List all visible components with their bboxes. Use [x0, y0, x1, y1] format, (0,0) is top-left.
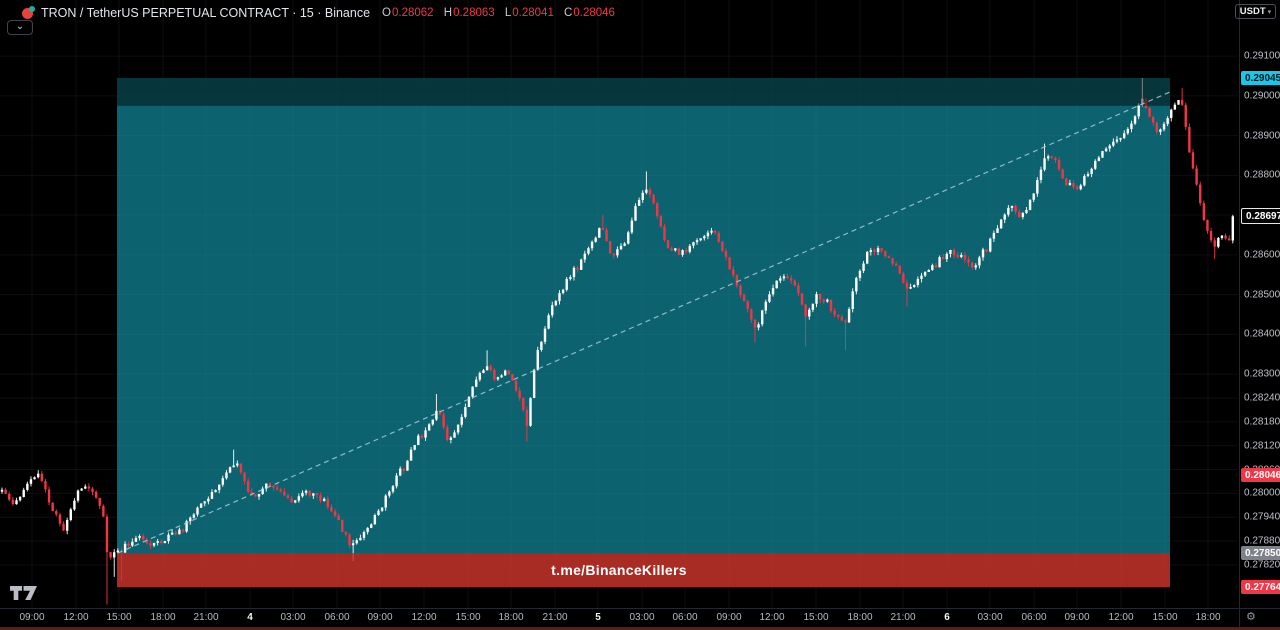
time-tick-label: 09:00 — [367, 612, 393, 623]
time-tick-label: 09:00 — [19, 612, 45, 623]
price-tick-label: 0.29000 — [1244, 90, 1280, 102]
price-tick-label: 0.28500 — [1244, 289, 1280, 301]
axis-separator-vertical — [1239, 0, 1240, 630]
time-tick-label: 06:00 — [1021, 612, 1047, 623]
time-tick-label: 18:00 — [498, 612, 524, 623]
chart-canvas[interactable]: t.me/BinanceKillers — [0, 0, 1238, 608]
time-tick-label: 15:00 — [1152, 612, 1178, 623]
ohlc-open-value: 0.28062 — [391, 7, 434, 19]
time-tick-day-label: 4 — [247, 612, 253, 623]
time-tick-label: 15:00 — [106, 612, 132, 623]
price-tick-label: 0.27820 — [1244, 559, 1280, 571]
ohlc-low-label: L — [504, 7, 512, 19]
time-tick-day-label: 5 — [595, 612, 601, 623]
ohlc-low-value: 0.28041 — [512, 7, 554, 19]
price-tick-label: 0.28180 — [1244, 416, 1280, 428]
time-tick-label: 21:00 — [890, 612, 916, 623]
time-tick-label: 09:00 — [716, 612, 742, 623]
currency-selector-label: USDT — [1239, 6, 1266, 17]
entry-price-label: 0.27850 — [1241, 546, 1280, 560]
time-tick-label: 06:00 — [324, 612, 350, 623]
currency-selector[interactable]: USDT ▾ — [1235, 4, 1276, 19]
price-tick-label: 0.28800 — [1244, 169, 1280, 181]
ohlc-close-label: C — [564, 7, 573, 19]
chevron-down-icon: ⌄ — [15, 21, 25, 32]
stop-price-label: 0.27764 — [1241, 580, 1280, 595]
time-tick-label: 03:00 — [977, 612, 1003, 623]
chart-legend[interactable]: TRON / TetherUS PERPETUAL CONTRACT · 15 … — [22, 4, 622, 22]
timezone-settings-gear-icon[interactable]: ⚙ — [1246, 611, 1256, 623]
price-tick-label: 0.29100 — [1244, 50, 1280, 62]
time-tick-label: 12:00 — [1108, 612, 1134, 623]
time-tick-label: 21:00 — [542, 612, 568, 623]
price-tick-label: 0.28300 — [1244, 368, 1280, 380]
symbol-logo-icon — [22, 6, 36, 20]
symbol-title[interactable]: TRON / TetherUS PERPETUAL CONTRACT · 15 … — [41, 6, 371, 20]
caret-down-icon: ▾ — [1267, 8, 1272, 16]
candlestick-plot[interactable] — [0, 0, 1238, 608]
time-tick-label: 15:00 — [803, 612, 829, 623]
price-tick-label: 0.28600 — [1244, 249, 1280, 261]
time-tick-label: 03:00 — [629, 612, 655, 623]
current-price-label: 0.28046 — [1241, 468, 1280, 483]
time-axis[interactable]: 09:00 12:00 15:00 18:00 21:00 4 03:00 06:00 09:0… — [0, 609, 1280, 627]
time-tick-label: 18:00 — [1195, 612, 1221, 623]
price-tick-label: 0.28240 — [1244, 392, 1280, 404]
time-tick-label: 03:00 — [280, 612, 306, 623]
price-tick-label: 0.28900 — [1244, 130, 1280, 142]
legend-collapse-button[interactable]: ⌄ — [7, 20, 33, 35]
axis-separator-horizontal — [0, 608, 1280, 609]
bottom-red-strip — [0, 627, 1280, 630]
ohlc-close-value: 0.28046 — [573, 7, 615, 19]
time-tick-label: 06:00 — [672, 612, 698, 623]
time-tick-label: 18:00 — [150, 612, 176, 623]
time-tick-label: 18:00 — [847, 612, 873, 623]
ohlc-high-label: H — [443, 7, 453, 19]
price-tick-label: 0.27880 — [1244, 535, 1280, 547]
price-tick-label: 0.28120 — [1244, 440, 1280, 452]
time-tick-label: 21:00 — [193, 612, 219, 623]
time-tick-label: 12:00 — [759, 612, 785, 623]
price-axis[interactable]: 0.291000.290000.289000.288000.287000.286… — [1240, 0, 1280, 608]
price-tick-label: 0.28400 — [1244, 328, 1280, 340]
price-tick-label: 0.27940 — [1244, 511, 1280, 523]
price-tick-label: 0.28000 — [1244, 487, 1280, 499]
tradingview-logo[interactable] — [10, 586, 38, 600]
last-close-label: 0.28697 — [1241, 208, 1280, 225]
time-tick-label: 09:00 — [1064, 612, 1090, 623]
time-tick-label: 12:00 — [63, 612, 89, 623]
time-tick-day-label: 6 — [944, 612, 950, 623]
target-price-label: 0.29045 — [1241, 71, 1280, 85]
time-tick-label: 15:00 — [455, 612, 481, 623]
ohlc-high-value: 0.28063 — [453, 7, 495, 19]
time-tick-label: 12:00 — [411, 612, 437, 623]
ohlc-open-label: O — [382, 7, 391, 19]
ohlc-readout: O0.28062 H0.28063 L0.28041 C0.28046 — [382, 7, 622, 19]
